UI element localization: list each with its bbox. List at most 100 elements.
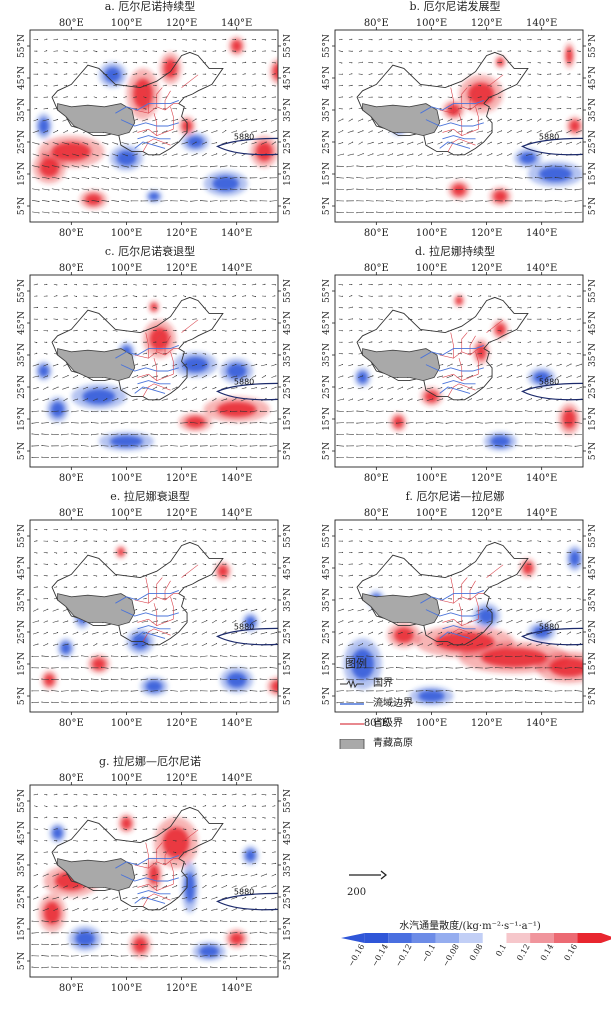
flux-arrow-head xyxy=(225,307,226,308)
flux-arrow-head xyxy=(465,212,466,213)
flux-arrow-head xyxy=(446,423,447,424)
flux-arrow-head xyxy=(250,177,251,178)
flux-arrow-head xyxy=(36,552,37,553)
flux-arrow-head xyxy=(200,178,201,179)
map-panel: 588080°E80°E100°E100°E120°E120°E140°E140… xyxy=(0,12,300,254)
flux-arrow-head xyxy=(240,177,241,178)
flux-arrow-head xyxy=(520,85,521,86)
flux-arrow-head xyxy=(471,296,472,297)
flux-arrow-head xyxy=(146,51,147,52)
flux-arrow-head xyxy=(255,73,256,74)
positive-divergence-core xyxy=(133,79,153,110)
flux-arrow-head xyxy=(575,422,576,423)
flux-arrow-head xyxy=(411,296,412,297)
flux-arrow-head xyxy=(401,319,402,320)
flux-arrow-head xyxy=(441,130,442,131)
flux-arrow-head xyxy=(126,73,127,74)
flux-arrow-head xyxy=(265,319,266,320)
flux-arrow-head xyxy=(128,167,129,168)
flux-arrow-head xyxy=(456,445,457,446)
flux-arrow-head xyxy=(441,598,442,599)
flux-arrow-head xyxy=(255,564,256,565)
flux-arrow-head xyxy=(180,434,181,435)
flux-arrow-head xyxy=(37,632,38,633)
flux-arrow-head xyxy=(450,295,451,296)
flux-arrow-head xyxy=(111,446,112,447)
flux-arrow-head xyxy=(195,575,196,576)
flux-arrow-head xyxy=(146,552,147,553)
flux-arrow-head xyxy=(250,690,251,691)
flux-arrow-head xyxy=(230,667,231,668)
flux-arrow-head xyxy=(254,598,255,599)
flux-arrow-head xyxy=(520,96,521,97)
flux-arrow-head xyxy=(180,655,181,656)
flux-arrow-head xyxy=(472,142,473,143)
flux-arrow-head xyxy=(471,632,472,633)
flux-arrow-head xyxy=(535,200,536,201)
flux-arrow-head xyxy=(530,85,531,86)
flux-arrow-head xyxy=(580,318,581,319)
flux-arrow-head xyxy=(106,74,107,75)
flux-arrow-head xyxy=(46,39,47,40)
flux-arrow-head xyxy=(501,85,502,86)
flux-arrow-head xyxy=(196,284,197,285)
flux-arrow-head xyxy=(356,177,357,178)
flux-arrow-head xyxy=(97,387,98,388)
flux-arrow-head xyxy=(511,364,512,365)
flux-arrow-head xyxy=(485,434,486,435)
flux-arrow-head xyxy=(155,564,156,565)
flux-arrow-head xyxy=(136,541,137,542)
flux-arrow-head xyxy=(569,73,570,74)
flux-arrow-head xyxy=(520,39,521,40)
flux-arrow-head xyxy=(215,609,216,610)
map-panel: 588080°E80°E100°E100°E120°E120°E140°E140… xyxy=(0,502,300,744)
lat-label: 45°N xyxy=(17,556,27,580)
flux-arrow-head xyxy=(561,142,562,143)
flux-arrow-head xyxy=(520,599,521,600)
flux-arrow-head xyxy=(78,212,79,213)
flux-arrow-head xyxy=(48,398,49,399)
flux-arrow-head xyxy=(351,598,352,599)
flux-arrow-head xyxy=(116,552,117,553)
flux-arrow-head xyxy=(180,200,181,201)
flux-arrow-head xyxy=(196,39,197,40)
flux-arrow-head xyxy=(535,212,536,213)
flux-arrow-head xyxy=(500,319,501,320)
flux-arrow-head xyxy=(480,587,481,588)
flux-arrow-head xyxy=(515,166,516,167)
flux-arrow-head xyxy=(465,457,466,458)
flux-arrow-head xyxy=(531,154,532,155)
flux-arrow-head xyxy=(137,364,138,365)
flux-arrow-head xyxy=(461,108,462,109)
flux-arrow-head xyxy=(131,668,132,669)
flux-arrow-head xyxy=(167,632,168,633)
contour-label: 5880 xyxy=(234,377,254,386)
flux-arrow-head xyxy=(141,667,142,668)
flux-arrow-head xyxy=(225,620,226,621)
flux-arrow-head xyxy=(531,375,532,376)
flux-arrow-head xyxy=(67,39,68,40)
flux-arrow-head xyxy=(575,166,576,167)
flux-arrow-head xyxy=(78,201,79,202)
flux-arrow-head xyxy=(260,189,261,190)
flux-arrow-head xyxy=(250,457,251,458)
flux-arrow-head xyxy=(131,411,132,412)
flux-arrow-head xyxy=(382,97,383,98)
flux-arrow-head xyxy=(240,166,241,167)
flux-arrow-head xyxy=(176,153,177,154)
flux-arrow-head xyxy=(200,422,201,423)
flux-arrow-head xyxy=(41,423,42,424)
flux-arrow-head xyxy=(111,423,112,424)
flux-arrow-head xyxy=(108,201,109,202)
flux-arrow-head xyxy=(450,341,451,342)
flux-arrow-head xyxy=(421,342,422,343)
flux-arrow-head xyxy=(470,330,471,331)
flux-arrow-head xyxy=(266,398,267,399)
flux-arrow-head xyxy=(441,142,442,143)
flux-arrow-head xyxy=(111,667,112,668)
flux-arrow-head xyxy=(240,189,241,190)
flux-arrow-head xyxy=(431,296,432,297)
flux-arrow-head xyxy=(555,200,556,201)
flux-arrow-head xyxy=(416,200,417,201)
flux-arrow-head xyxy=(71,702,72,703)
